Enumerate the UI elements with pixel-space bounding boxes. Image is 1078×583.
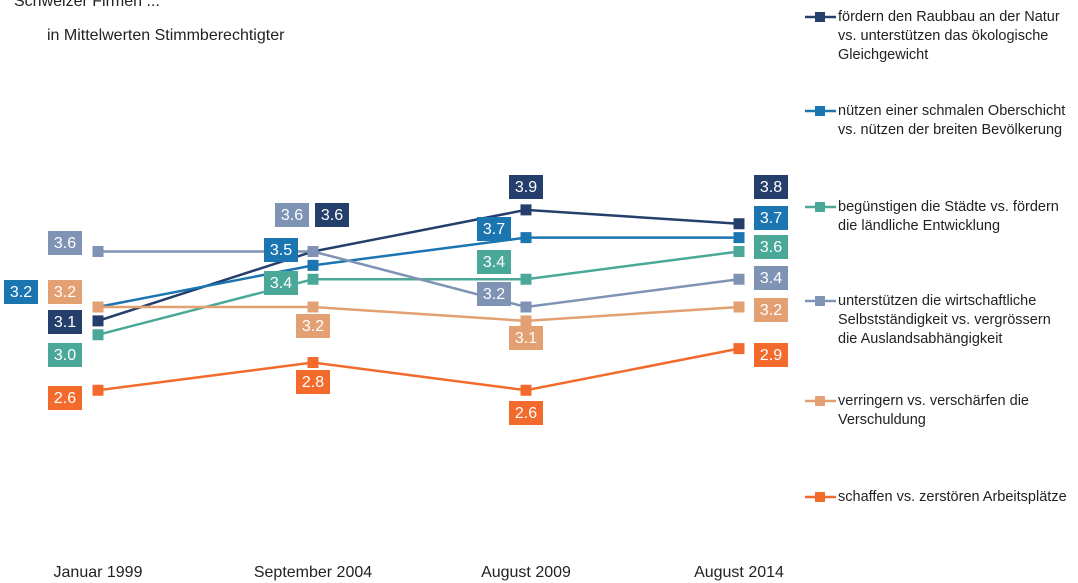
value-label-box (264, 238, 298, 262)
legend-label: begünstigen die Städte vs. fördern die l… (838, 199, 1059, 234)
x-tick-label: Januar 1999 (54, 564, 143, 581)
point-marker (733, 246, 745, 257)
point-marker (520, 315, 532, 327)
point-marker (307, 246, 319, 257)
value-label-box (4, 280, 38, 304)
value-label: 3.2 (483, 286, 505, 303)
chart-title: Schweizer Firmen ... (14, 0, 160, 10)
series-line (97, 250, 740, 336)
series-line (97, 236, 739, 309)
value-label-box (754, 343, 788, 367)
point-marker (307, 301, 319, 313)
point-marker (520, 384, 532, 396)
point-marker (733, 273, 745, 285)
value-label: 3.2 (10, 284, 32, 301)
point-marker (733, 232, 745, 244)
value-label-box (477, 217, 511, 241)
value-label: 3.2 (54, 284, 76, 301)
value-label-box (296, 314, 330, 338)
point-marker (307, 273, 319, 285)
series-line (97, 208, 740, 323)
value-label: 3.4 (760, 270, 782, 287)
value-label-box (48, 343, 82, 367)
x-tick-label: August 2009 (481, 564, 571, 581)
value-label: 3.7 (760, 210, 782, 227)
x-tick-label: September 2004 (254, 564, 372, 581)
point-marker (307, 357, 319, 368)
point-marker (733, 301, 745, 313)
value-label: 3.6 (760, 239, 782, 256)
point-marker (733, 343, 745, 355)
value-label-box (509, 401, 543, 425)
point-marker (92, 246, 104, 257)
series-line (97, 347, 740, 392)
point-marker (520, 301, 532, 313)
legend-label: nützen einer schmalen Oberschicht vs. nü… (838, 103, 1066, 138)
value-label: 3.8 (760, 179, 782, 196)
value-label: 2.8 (302, 374, 324, 391)
value-label-box (315, 203, 349, 227)
point-marker (307, 259, 319, 271)
legend-marker (815, 296, 825, 306)
value-label-box (509, 326, 543, 350)
legend-label: verringern vs. verschärfen die Verschuld… (838, 393, 1029, 428)
value-label-box (754, 266, 788, 290)
chart-subtitle: in Mittelwerten Stimmberechtigter (47, 27, 285, 44)
point-marker (733, 218, 745, 230)
value-label: 3.7 (483, 221, 505, 238)
value-label-box (48, 386, 82, 410)
x-tick-label: August 2014 (694, 564, 784, 581)
value-label: 3.6 (54, 235, 76, 252)
value-label-box (754, 175, 788, 199)
value-label-box (275, 203, 309, 227)
point-marker (92, 301, 104, 313)
value-label: 3.6 (281, 207, 303, 224)
value-label: 2.6 (54, 390, 76, 407)
value-label: 3.2 (302, 318, 324, 335)
value-label: 3.0 (54, 347, 76, 364)
value-label: 3.5 (270, 242, 292, 259)
value-label-box (477, 250, 511, 274)
value-label: 3.4 (270, 275, 292, 292)
value-label-box (754, 298, 788, 322)
value-label-box (264, 271, 298, 295)
point-marker (520, 273, 532, 285)
legend-label: unterstützen die wirtschaftliche Selbsts… (838, 293, 1051, 347)
value-label: 2.6 (515, 405, 537, 422)
value-label: 3.6 (321, 207, 343, 224)
legend-marker (815, 106, 825, 116)
series-line (98, 250, 740, 309)
value-label: 3.9 (515, 179, 537, 196)
series-line (98, 305, 740, 323)
value-label: 3.1 (54, 314, 76, 331)
value-label: 3.1 (515, 330, 537, 347)
point-marker (92, 384, 104, 396)
legend-marker (815, 202, 825, 212)
value-label-box (296, 370, 330, 394)
value-label-box (754, 206, 788, 230)
point-marker (92, 329, 104, 341)
legend-label: schaffen vs. zerstören Arbeitsplätze (838, 489, 1067, 505)
point-marker (520, 204, 532, 216)
value-label-box (477, 282, 511, 306)
value-label: 3.4 (483, 254, 505, 271)
value-label-box (509, 175, 543, 199)
legend-marker (815, 396, 825, 406)
value-label-box (48, 310, 82, 334)
value-label: 3.2 (760, 302, 782, 319)
legend-marker (815, 12, 825, 22)
point-marker (520, 232, 532, 244)
value-label-box (48, 280, 82, 304)
value-label-box (754, 235, 788, 259)
legend-marker (815, 492, 825, 502)
value-label-box (48, 231, 82, 255)
value-label: 2.9 (760, 347, 782, 364)
legend-label: fördern den Raubbau an der Natur vs. unt… (838, 9, 1060, 63)
point-marker (92, 315, 104, 327)
